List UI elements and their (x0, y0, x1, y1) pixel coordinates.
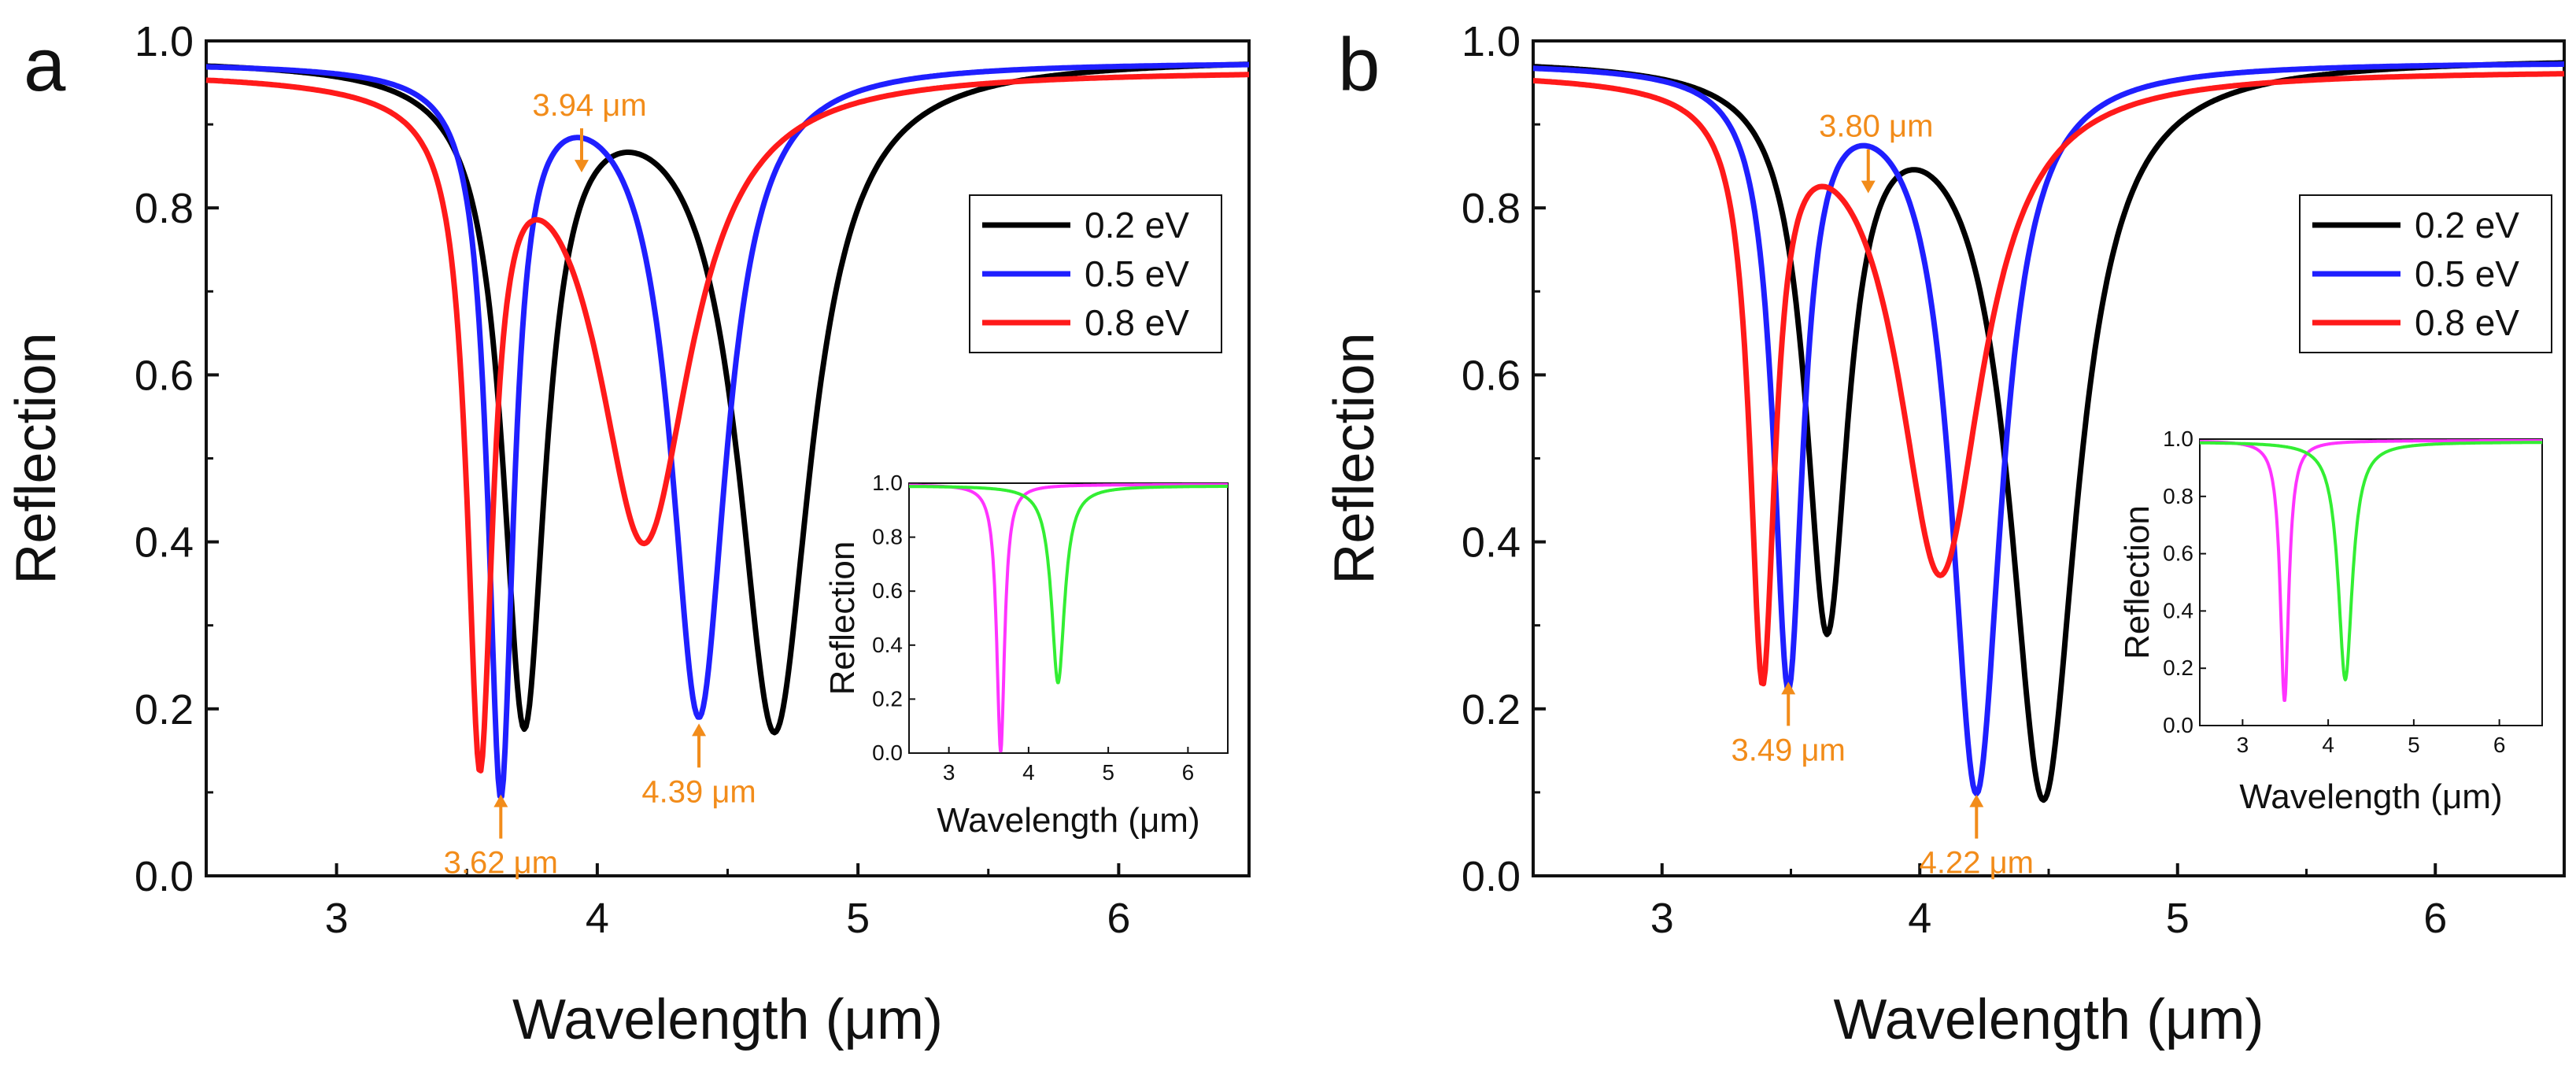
inset-frame (908, 482, 1229, 754)
inset-series-line-green (907, 485, 1229, 685)
y-tick-label: 0.8 (1462, 185, 1521, 232)
legend-label: 0.2 eV (1085, 205, 1189, 246)
inset-y-tick-label: 0.8 (2163, 484, 2193, 508)
annotation-label: 3.49 μm (1732, 733, 1846, 767)
inset-y-tick-label: 0.4 (2163, 598, 2193, 622)
inset-x-tick-label: 6 (2493, 733, 2506, 757)
y-tick-label: 0.6 (1462, 352, 1521, 399)
inset-x-tick-label: 4 (2322, 733, 2334, 757)
x-tick-label: 6 (2423, 895, 2447, 942)
y-tick-label: 0.2 (135, 686, 194, 733)
inset-x-axis-title: Wavelength (μm) (2239, 777, 2502, 816)
y-tick-label: 0.0 (135, 853, 194, 900)
inset-y-axis-title: Reflection (823, 541, 862, 696)
inset-y-tick-label: 0.2 (2163, 656, 2193, 680)
inset-series-line-green (2198, 441, 2544, 681)
inset-x-tick-label: 5 (2408, 733, 2420, 757)
legend-label: 0.8 eV (2415, 302, 2519, 343)
x-tick-label: 5 (2166, 895, 2190, 942)
y-tick-label: 0.4 (135, 519, 194, 567)
inset-y-tick-label: 1.0 (2163, 427, 2193, 451)
inset-y-tick-label: 0.0 (872, 740, 903, 765)
annotation-arrowhead (692, 723, 707, 737)
y-axis-title: Reflection (1323, 332, 1386, 584)
x-axis-title: Wavelength (μm) (512, 988, 943, 1051)
annotation-label: 3.80 μm (1819, 109, 1933, 144)
annotation-arrowhead (1861, 180, 1876, 194)
inset-series-line-magenta (2198, 439, 2544, 702)
inset-frame (2199, 438, 2543, 726)
y-tick-label: 0.4 (1462, 519, 1521, 567)
panel-label: a (24, 23, 66, 107)
inset-y-tick-label: 0.6 (2163, 541, 2193, 566)
y-tick-label: 1.0 (135, 18, 194, 65)
annotation-arrowhead (1781, 681, 1796, 695)
annotation-arrowhead (575, 160, 589, 173)
annotation-label: 4.22 μm (1920, 846, 2034, 881)
inset-chart: 0.0 0.2 0.4 0.6 0.8 1.0 3 4 5 6 Wavelength (μm) Ref… (2118, 427, 2544, 816)
y-tick-label: 0.2 (1462, 686, 1521, 733)
inset-y-tick-label: 0.6 (872, 578, 903, 603)
x-tick-label: 6 (1107, 895, 1130, 942)
x-tick-label: 3 (1650, 895, 1674, 942)
x-axis-title: Wavelength (μm) (1834, 988, 2264, 1051)
y-axis-title: Reflection (5, 332, 68, 584)
inset-x-tick-label: 5 (1102, 760, 1114, 785)
inset-y-tick-label: 0.4 (872, 633, 903, 657)
series-line-0-2-eV (205, 61, 1251, 736)
inset-x-tick-label: 6 (1182, 760, 1195, 785)
y-tick-label: 1.0 (1462, 18, 1521, 65)
legend: 0.2 eV 0.5 eV 0.8 eV (969, 194, 1222, 353)
chart-panel-b: b 0.0 0.2 0.4 0.6 0.8 1.0 3 4 5 6 Wavelength (μm) Re… (1323, 18, 2566, 1051)
annotation-label: 3.94 μm (532, 88, 646, 123)
y-tick-label: 0.8 (135, 185, 194, 232)
legend: 0.2 eV 0.5 eV 0.8 eV (2299, 194, 2552, 353)
y-tick-label: 0.6 (135, 352, 194, 399)
inset-x-tick-label: 4 (1022, 760, 1035, 785)
legend-label: 0.5 eV (2415, 253, 2519, 294)
inset-x-axis-title: Wavelength (μm) (937, 801, 1199, 840)
inset-x-tick-label: 3 (943, 760, 955, 785)
series-line-0-8-eV (205, 72, 1251, 774)
legend-label: 0.8 eV (1085, 302, 1189, 343)
legend-box (969, 194, 1222, 353)
legend-label: 0.2 eV (2415, 205, 2519, 246)
series-line-0-8-eV (1532, 71, 2566, 687)
panel-label: b (1338, 23, 1380, 107)
inset-y-tick-label: 0.2 (872, 686, 903, 711)
y-tick-label: 0.0 (1462, 853, 1521, 900)
inset-chart: 0.0 0.2 0.4 0.6 0.8 1.0 3 4 5 6 Wavelength (μm) Ref… (823, 471, 1229, 840)
inset-y-axis-title: Reflection (2118, 505, 2157, 659)
annotation-label: 4.39 μm (641, 774, 756, 809)
inset-x-tick-label: 3 (2237, 733, 2249, 757)
x-tick-label: 5 (846, 895, 870, 942)
annotation-arrowhead (1969, 794, 1984, 807)
annotation-label: 3.62 μm (444, 846, 558, 881)
inset-y-tick-label: 1.0 (872, 471, 903, 495)
annotation-arrowhead (493, 794, 508, 807)
inset-y-tick-label: 0.8 (872, 525, 903, 549)
x-tick-label: 3 (325, 895, 349, 942)
x-tick-label: 4 (1908, 895, 1931, 942)
series-line-0-5-eV (1532, 61, 2566, 797)
chart-panel-a: a 0.0 0.2 0.4 0.6 0.8 1.0 3 4 5 6 Wavelength (μm) Re… (5, 18, 1251, 1051)
inset-y-tick-label: 0.0 (2163, 713, 2193, 737)
x-tick-label: 4 (586, 895, 609, 942)
legend-label: 0.5 eV (1085, 253, 1189, 294)
series-line-0-5-eV (205, 61, 1251, 800)
